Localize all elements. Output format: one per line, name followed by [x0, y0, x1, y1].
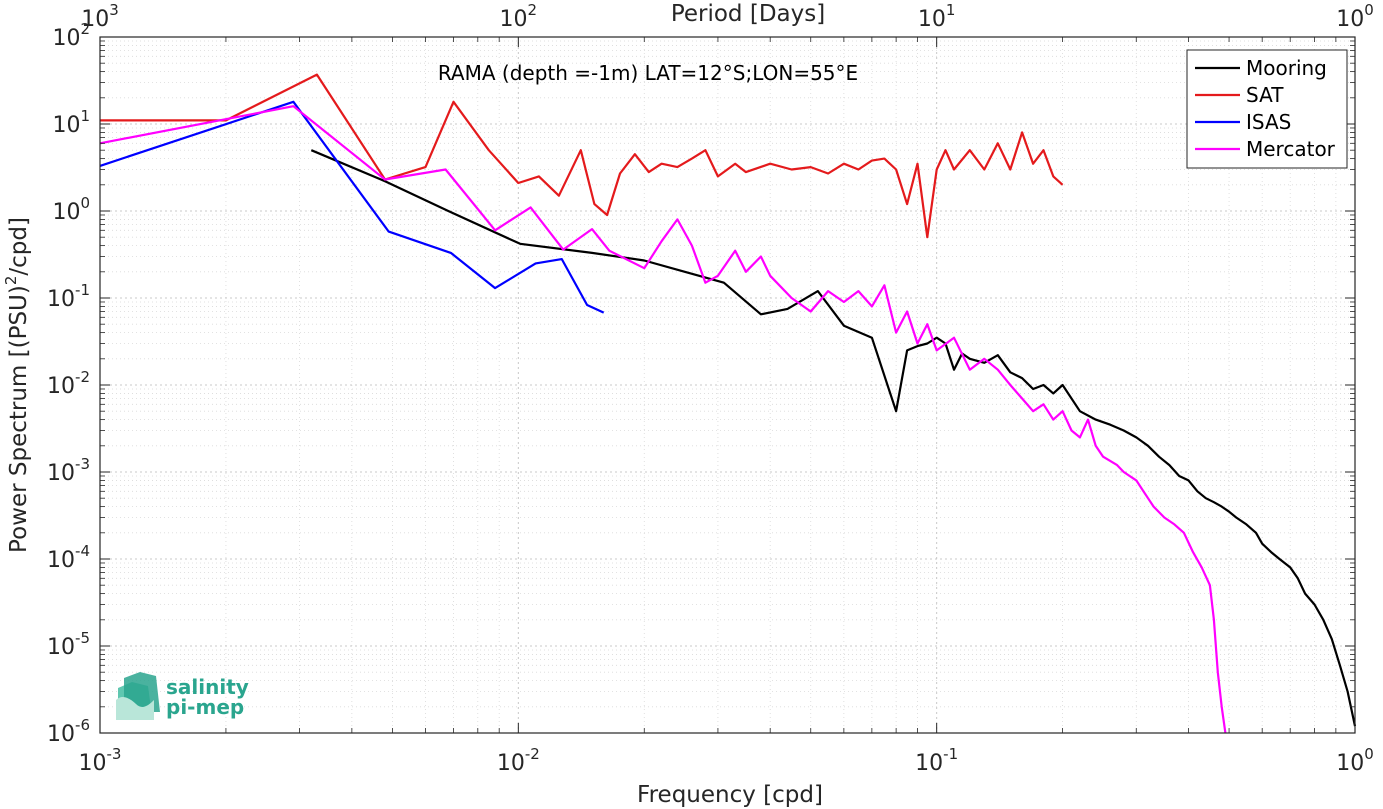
x-tick-label: 100: [1336, 745, 1374, 776]
top-x-tick-label-exponent: 2: [528, 1, 538, 19]
y-tick-label-exponent: 2: [80, 20, 90, 38]
y-tick-label-base: 10: [47, 461, 75, 486]
y-axis-title-exponent: 2: [2, 276, 20, 286]
x-tick-label-base: 10: [915, 751, 943, 776]
top-x-tick-label-base: 10: [918, 7, 946, 32]
y-tick-label: 101: [52, 107, 90, 138]
y-axis-title-main: Power Spectrum [(PSU): [6, 285, 32, 553]
y-tick-label: 10-2: [47, 368, 90, 399]
y-tick-label-exponent: -4: [75, 542, 90, 560]
x-tick-label-exponent: 0: [1364, 745, 1374, 763]
series-line-isas: [99, 100, 605, 314]
y-tick-label-exponent: -2: [75, 368, 90, 386]
y-tick-label-base: 10: [47, 548, 75, 573]
top-x-tick-label-base: 10: [500, 7, 528, 32]
x-tick-label: 10-1: [915, 745, 958, 776]
salinity-pi-mep-logo: salinity pi-mep: [116, 672, 249, 720]
legend-label-sat: SAT: [1246, 83, 1284, 107]
y-tick-label-exponent: 1: [80, 107, 90, 125]
top-x-tick-label-exponent: 3: [109, 1, 119, 19]
y-tick-label-exponent: -3: [75, 455, 90, 473]
y-tick-label-base: 10: [47, 374, 75, 399]
y-tick-label-exponent: -5: [75, 629, 90, 647]
y-tick-label-exponent: -1: [75, 281, 90, 299]
y-tick-label: 10-5: [47, 629, 90, 660]
tick-marks: [99, 36, 1356, 734]
y-tick-label-base: 10: [52, 26, 80, 51]
y-tick-label-base: 10: [47, 635, 75, 660]
x-tick-label: 10-2: [497, 745, 540, 776]
top-x-tick-label-exponent: 0: [1364, 1, 1374, 19]
x-tick-label-base: 10: [79, 751, 107, 776]
legend: Mooring SAT ISAS Mercator: [1186, 49, 1348, 169]
x-tick-label-exponent: -3: [107, 745, 122, 763]
y-tick-label: 100: [52, 194, 90, 225]
y-tick-label: 10-6: [47, 716, 90, 747]
y-tick-label-exponent: -6: [75, 716, 90, 734]
y-tick-label: 10-1: [47, 281, 90, 312]
x-tick-label-exponent: -1: [943, 745, 958, 763]
x-tick-label: 10-3: [79, 745, 122, 776]
x-tick-label-exponent: -2: [525, 745, 540, 763]
series-line-sat: [100, 73, 1064, 239]
series-line-mercator: [99, 105, 1227, 734]
legend-label-mercator: Mercator: [1246, 137, 1336, 161]
top-x-tick-label: 103: [81, 1, 119, 32]
y-tick-label-base: 10: [47, 287, 75, 312]
y-tick-label-exponent: 0: [80, 194, 90, 212]
y-tick-label: 10-3: [47, 455, 90, 486]
y-tick-label: 10-4: [47, 542, 90, 573]
y-axis-title-suffix: /cpd]: [6, 217, 32, 276]
top-x-axis-title: Period [Days]: [671, 1, 825, 27]
x-tick-label-base: 10: [497, 751, 525, 776]
logo-line2: pi-mep: [166, 695, 244, 719]
y-tick-label-base: 10: [52, 113, 80, 138]
chart-title: RAMA (depth =-1m) LAT=12°S;LON=55°E: [438, 61, 858, 85]
y-tick-label-base: 10: [52, 200, 80, 225]
plot-lines: [99, 73, 1357, 734]
top-x-tick-label-exponent: 1: [946, 1, 956, 19]
top-x-tick-label-base: 10: [81, 7, 109, 32]
legend-label-mooring: Mooring: [1246, 56, 1327, 80]
logo-mark-icon: [116, 672, 160, 720]
top-x-tick-label: 100: [1336, 1, 1374, 32]
y-tick-label: 102: [52, 20, 90, 51]
legend-items: Mooring SAT ISAS Mercator: [1195, 56, 1336, 161]
series-line-mooring: [310, 149, 1357, 727]
x-tick-label-base: 10: [1336, 751, 1364, 776]
top-x-tick-label: 102: [500, 1, 538, 32]
top-x-tick-label-base: 10: [1336, 7, 1364, 32]
x-axis-title: Frequency [cpd]: [637, 782, 823, 808]
y-axis-title: Power Spectrum [(PSU)2/cpd]: [2, 217, 32, 553]
top-x-tick-label: 101: [918, 1, 956, 32]
y-tick-label-base: 10: [47, 722, 75, 747]
logo-line1: salinity: [166, 675, 249, 699]
legend-label-isas: ISAS: [1246, 110, 1291, 134]
